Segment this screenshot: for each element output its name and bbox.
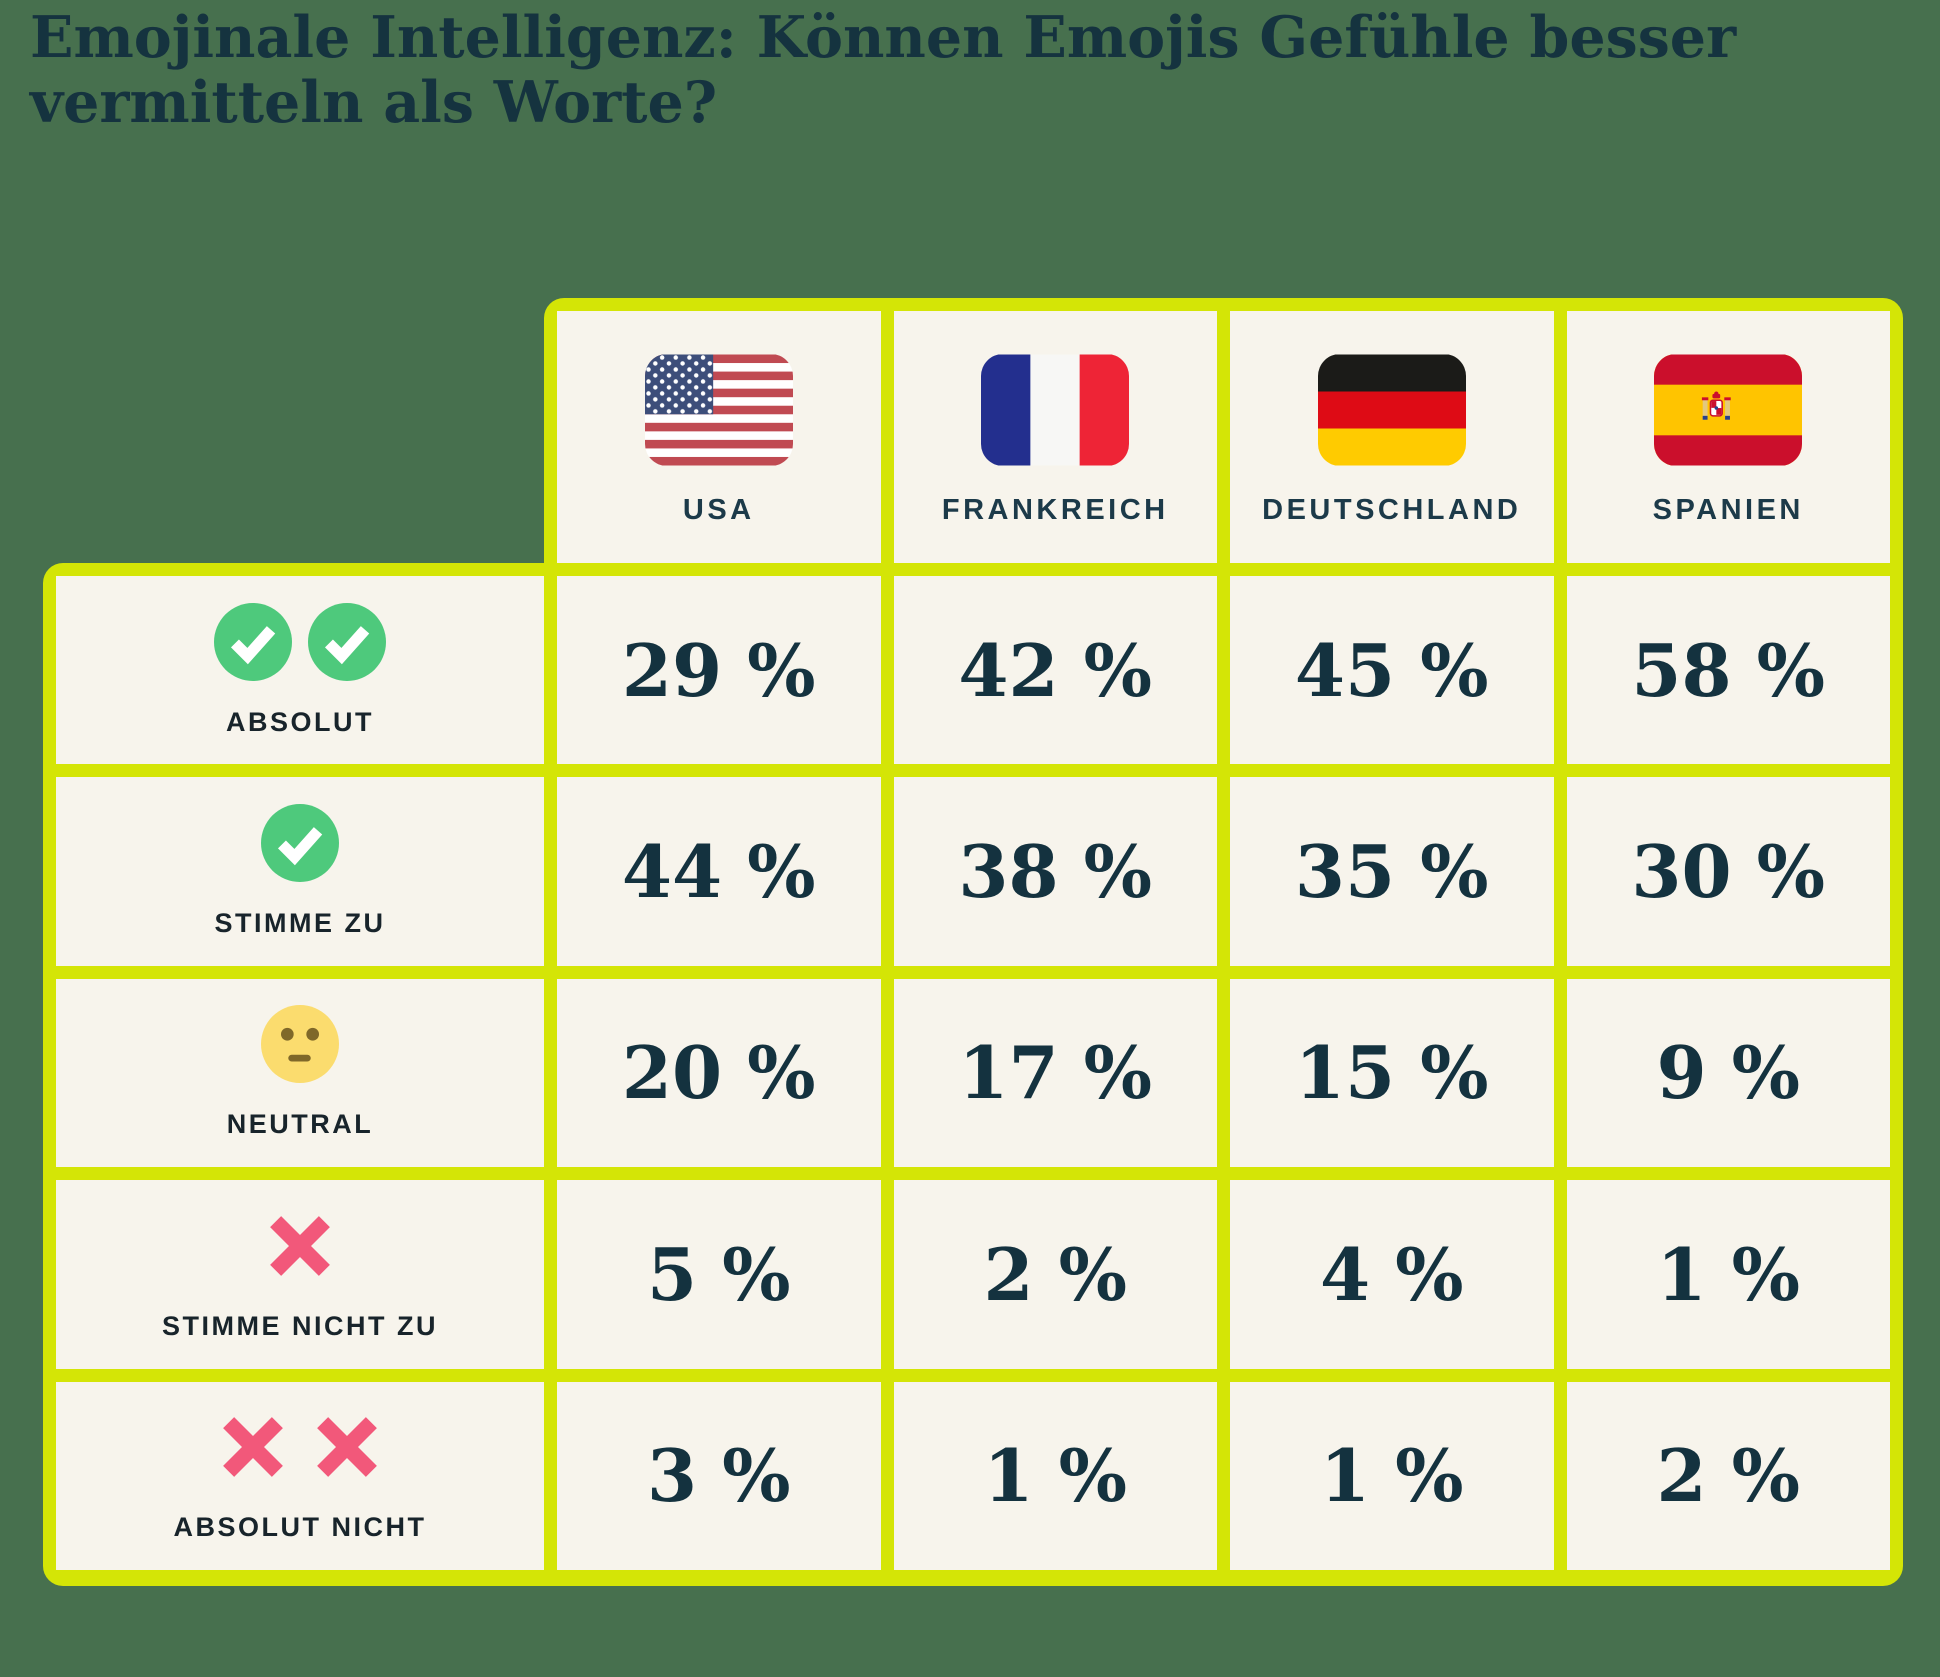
- row-label: STIMME NICHT ZU: [162, 1310, 438, 1341]
- value-cell-stimme-zu-usa: 44 %: [557, 777, 881, 966]
- value-cell-absolut-frankreich: 42 %: [893, 576, 1217, 765]
- row-icons: [214, 603, 386, 681]
- title-line-1: Emojinale Intelligenz: Können Emojis Gef…: [30, 4, 1737, 71]
- value-cell-stimme-nicht-zu-deutschland: 4 %: [1230, 1180, 1554, 1369]
- row-label: STIMME ZU: [214, 908, 386, 939]
- column-label: USA: [682, 493, 755, 526]
- value-cell-stimme-nicht-zu-spanien: 1 %: [1566, 1180, 1890, 1369]
- value-cell-stimme-zu-deutschland: 35 %: [1230, 777, 1554, 966]
- value-cell-absolut-nicht-usa: 3 %: [557, 1381, 881, 1570]
- column-label: SPANIEN: [1652, 493, 1804, 526]
- row-label: ABSOLUT NICHT: [173, 1512, 427, 1543]
- check-circle-icon: [308, 603, 386, 681]
- neutral-face-icon: [261, 1005, 339, 1083]
- row-label-neutral: NEUTRAL: [56, 978, 544, 1168]
- france-flag-icon: [981, 354, 1129, 466]
- value-cell-neutral-frankreich: 17 %: [893, 978, 1217, 1168]
- value-cell-neutral-usa: 20 %: [557, 978, 881, 1168]
- value-cell-absolut-nicht-frankreich: 1 %: [893, 1381, 1217, 1570]
- row-label-stimme-zu: STIMME ZU: [56, 777, 544, 966]
- row-label-absolut-nicht: ABSOLUT NICHT: [56, 1381, 544, 1570]
- value-cell-neutral-spanien: 9 %: [1566, 978, 1890, 1168]
- column-header-usa: USA: [557, 311, 881, 563]
- row-icons: [261, 1207, 339, 1285]
- title-line-2: vermitteln als Worte?: [30, 68, 718, 136]
- usa-flag-icon: [645, 354, 793, 466]
- column-header-frankreich: FRANKREICH: [893, 311, 1217, 563]
- row-label: NEUTRAL: [226, 1109, 374, 1140]
- cross-mark-icon: [308, 1408, 386, 1486]
- row-icons: [214, 1408, 386, 1486]
- check-circle-icon: [261, 804, 339, 882]
- column-header-spanien: SPANIEN: [1566, 311, 1890, 563]
- row-label-absolut: ABSOLUT: [56, 576, 544, 765]
- value-cell-neutral-deutschland: 15 %: [1230, 978, 1554, 1168]
- column-label: FRANKREICH: [941, 493, 1169, 526]
- row-icons: [261, 1005, 339, 1083]
- column-header-deutschland: DEUTSCHLAND: [1230, 311, 1554, 563]
- germany-flag-icon: [1318, 354, 1466, 466]
- value-cell-absolut-spanien: 58 %: [1566, 576, 1890, 765]
- spain-flag-icon: [1654, 354, 1802, 466]
- value-cell-stimme-nicht-zu-frankreich: 2 %: [893, 1180, 1217, 1369]
- cross-mark-icon: [261, 1207, 339, 1285]
- value-cell-absolut-deutschland: 45 %: [1230, 576, 1554, 765]
- value-cell-absolut-nicht-deutschland: 1 %: [1230, 1381, 1554, 1570]
- check-circle-icon: [214, 603, 292, 681]
- column-header-block: USA FRANKREICH DEUTSCHLAND SPANIEN: [544, 298, 1903, 563]
- data-table-body: ABSOLUT 29 % 42 % 45 % 58 % STIMME ZU 44…: [43, 563, 1903, 1586]
- value-cell-stimme-nicht-zu-usa: 5 %: [557, 1180, 881, 1369]
- value-cell-absolut-nicht-spanien: 2 %: [1566, 1381, 1890, 1570]
- value-cell-absolut-usa: 29 %: [557, 576, 881, 765]
- row-label: ABSOLUT: [226, 706, 374, 737]
- cross-mark-icon: [214, 1408, 292, 1486]
- row-icons: [261, 804, 339, 882]
- value-cell-stimme-zu-frankreich: 38 %: [893, 777, 1217, 966]
- row-label-stimme-nicht-zu: STIMME NICHT ZU: [56, 1180, 544, 1369]
- value-cell-stimme-zu-spanien: 30 %: [1566, 777, 1890, 966]
- column-label: DEUTSCHLAND: [1262, 493, 1522, 526]
- page-title: Emojinale Intelligenz: Können Emojis Gef…: [30, 4, 1920, 136]
